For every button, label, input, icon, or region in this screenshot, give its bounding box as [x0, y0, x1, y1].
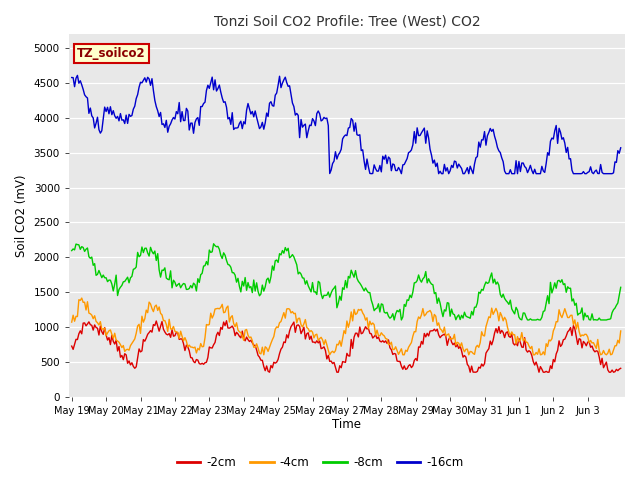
- Legend: -2cm, -4cm, -8cm, -16cm: -2cm, -4cm, -8cm, -16cm: [172, 452, 468, 474]
- Title: Tonzi Soil CO2 Profile: Tree (West) CO2: Tonzi Soil CO2 Profile: Tree (West) CO2: [214, 15, 480, 29]
- Text: TZ_soilco2: TZ_soilco2: [77, 47, 146, 60]
- Y-axis label: Soil CO2 (mV): Soil CO2 (mV): [15, 174, 28, 257]
- X-axis label: Time: Time: [332, 419, 362, 432]
